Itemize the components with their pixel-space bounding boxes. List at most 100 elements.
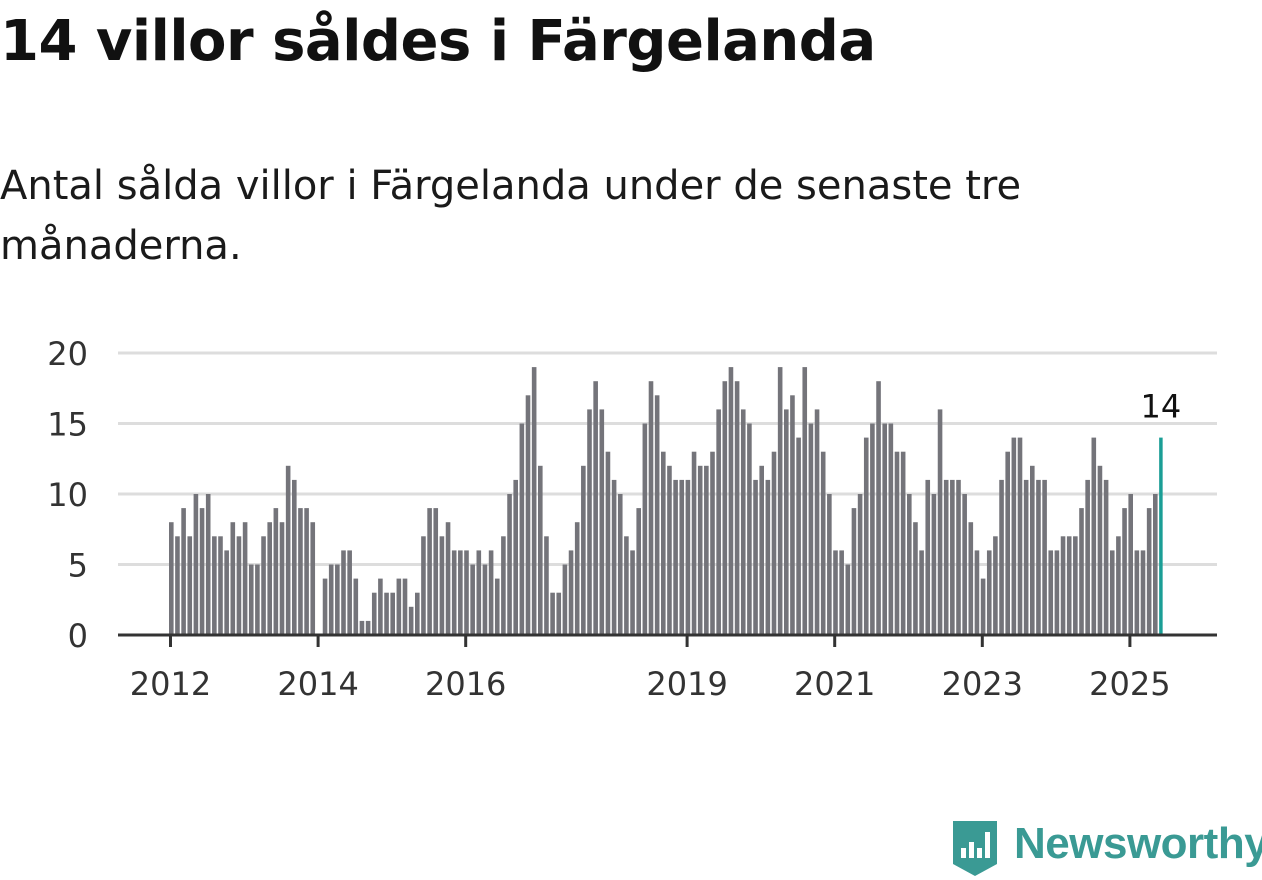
- bar: [1140, 550, 1146, 635]
- bar: [771, 451, 777, 635]
- bar: [950, 479, 955, 635]
- bar: [384, 592, 389, 635]
- bar: [593, 381, 598, 635]
- bar: [907, 494, 912, 635]
- bar: [962, 494, 967, 635]
- bar: [630, 550, 635, 635]
- bar: [851, 508, 857, 635]
- bar: [304, 508, 309, 635]
- bar: [759, 465, 764, 635]
- bar: [802, 367, 808, 635]
- bar: [611, 479, 617, 635]
- x-tick-label: 2016: [425, 665, 506, 703]
- bar: [261, 536, 266, 635]
- bar: [378, 578, 383, 635]
- bar: [267, 522, 272, 635]
- bar: [1011, 437, 1017, 635]
- bar: [673, 479, 678, 635]
- bar: [1085, 479, 1090, 635]
- bar: [1128, 494, 1133, 635]
- bar: [1153, 494, 1158, 635]
- bars: [169, 367, 1163, 635]
- x-tick-label: 2019: [646, 665, 727, 703]
- bar: [784, 409, 789, 635]
- x-tick-label: 2023: [942, 665, 1023, 703]
- bar: [968, 522, 974, 635]
- bar: [421, 536, 426, 635]
- bar: [556, 592, 562, 635]
- bar: [513, 479, 518, 635]
- bar: [525, 395, 531, 635]
- bar: [402, 578, 408, 635]
- bar: [993, 536, 998, 635]
- bar: [974, 550, 980, 635]
- bar: [1042, 479, 1047, 635]
- bar: [248, 564, 254, 635]
- newsworthy-logo-icon: [953, 821, 997, 876]
- bar: [396, 578, 402, 635]
- bar: [1066, 536, 1072, 635]
- bar: [863, 437, 869, 635]
- bar: [876, 381, 881, 635]
- bar: [710, 451, 715, 635]
- bar: [175, 536, 180, 635]
- bar: [322, 578, 328, 635]
- bar: [617, 494, 623, 635]
- bar: [679, 479, 685, 635]
- bar: [285, 465, 291, 635]
- bar: [888, 423, 894, 635]
- x-tick-label: 2021: [794, 665, 875, 703]
- bar: [458, 550, 463, 635]
- bar: [292, 479, 297, 635]
- bar: [218, 536, 223, 635]
- bar: [716, 409, 721, 635]
- bar: [925, 479, 931, 635]
- bar: [359, 620, 365, 635]
- y-tick-label: 5: [68, 547, 88, 585]
- bar: [445, 522, 451, 635]
- chart-title: 14 villor såldes i Färgelanda: [0, 9, 876, 74]
- bar: [1146, 508, 1152, 635]
- bar: [704, 465, 709, 635]
- bar: [814, 409, 820, 635]
- bar: [365, 620, 371, 635]
- bar: [845, 564, 851, 635]
- bar: [1030, 465, 1035, 635]
- bar: [642, 423, 648, 635]
- bar: [427, 508, 432, 635]
- bar: [1073, 536, 1078, 635]
- bar: [1023, 479, 1029, 635]
- bar: [839, 550, 844, 635]
- bar: [408, 606, 414, 635]
- bar: [205, 494, 211, 635]
- bar: [470, 564, 475, 635]
- bar: [187, 536, 193, 635]
- bar: [236, 536, 242, 635]
- bar: [728, 367, 734, 635]
- bar: [1048, 550, 1054, 635]
- bar: [439, 536, 445, 635]
- y-tick-label: 10: [47, 476, 88, 514]
- bar: [488, 550, 494, 635]
- bar: [1097, 465, 1103, 635]
- bar: [1091, 437, 1097, 635]
- bar: [882, 423, 887, 635]
- bar: [956, 479, 961, 635]
- bar: [169, 522, 174, 635]
- bar: [181, 508, 186, 635]
- bar: [1017, 437, 1023, 635]
- bar: [501, 536, 506, 635]
- bar: [765, 479, 771, 635]
- y-tick-label: 0: [68, 617, 88, 655]
- bar: [390, 592, 395, 635]
- bar: [494, 578, 500, 635]
- bar: [691, 451, 697, 635]
- bar: [796, 437, 801, 635]
- bar: [913, 522, 918, 635]
- bar: [335, 564, 340, 635]
- bar: [531, 367, 537, 635]
- bar: [476, 550, 482, 635]
- bar: [193, 494, 199, 635]
- bar: [353, 578, 359, 635]
- bar: [661, 451, 666, 635]
